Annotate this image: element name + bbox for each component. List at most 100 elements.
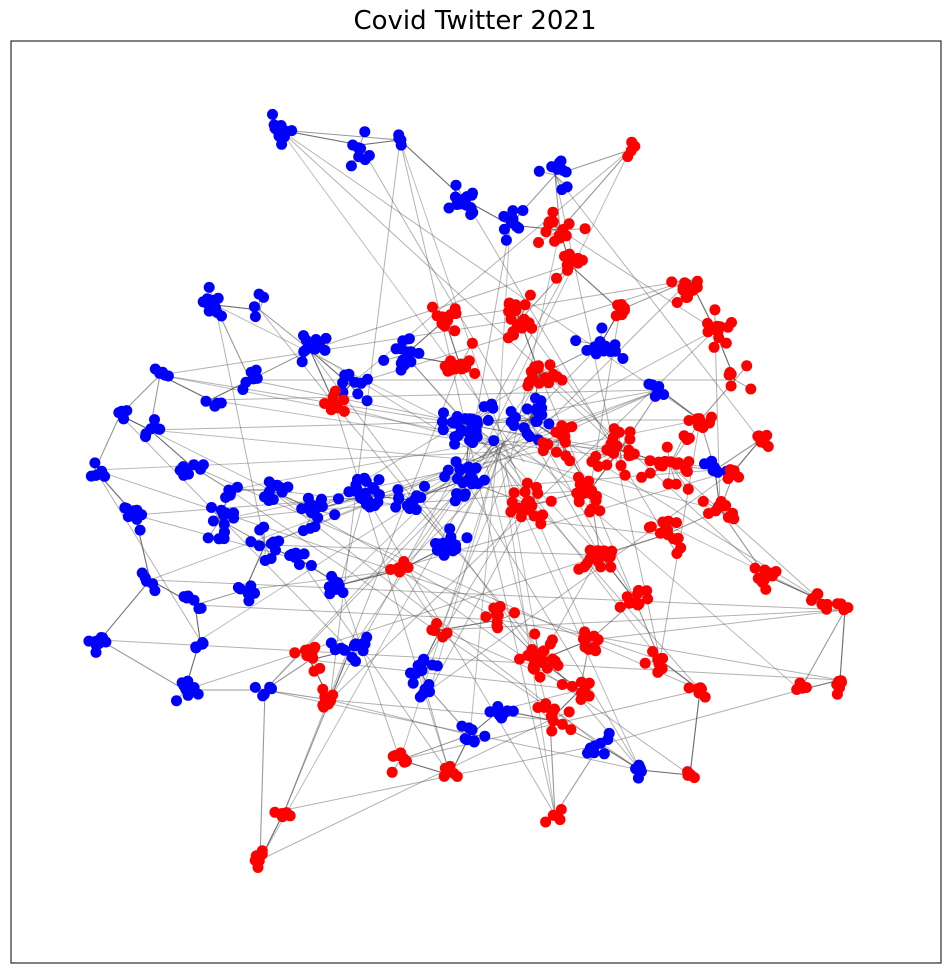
graph-node-blue (460, 193, 472, 205)
graph-node-blue (617, 353, 629, 364)
graph-edge (689, 689, 701, 776)
graph-node-red (441, 627, 453, 639)
graph-node-blue (225, 487, 236, 499)
graph-node-blue (444, 523, 456, 535)
node-layer (83, 108, 854, 873)
graph-node-red (670, 478, 682, 490)
graph-node-blue (596, 322, 608, 334)
graph-node-red (319, 398, 331, 409)
graph-node-blue (319, 344, 331, 356)
graph-edge (329, 699, 551, 721)
graph-node-red (759, 564, 771, 576)
chart-title: Covid Twitter 2021 (353, 6, 597, 36)
graph-node-red (551, 371, 563, 383)
graph-node-blue (316, 493, 327, 505)
graph-node-red (625, 145, 637, 157)
graph-node-red (550, 446, 562, 458)
graph-node-red (709, 304, 721, 316)
graph-edge (569, 264, 621, 311)
graph-node-blue (451, 473, 463, 485)
graph-node-red (387, 750, 399, 762)
graph-node-red (610, 310, 622, 322)
graph-edge (399, 440, 504, 761)
graph-node-red (519, 299, 531, 311)
graph-node-blue (298, 330, 309, 342)
graph-node-red (704, 417, 715, 429)
graph-node-red (590, 450, 602, 462)
graph-node-blue (466, 724, 478, 736)
graph-node-red (666, 276, 678, 288)
graph-node-red (681, 465, 693, 477)
graph-edge (99, 579, 151, 641)
graph-node-blue (248, 301, 260, 313)
graph-edge (244, 569, 401, 591)
graph-node-red (338, 405, 350, 417)
graph-node-red (480, 611, 492, 623)
graph-node-red (661, 441, 673, 453)
graph-edge (599, 689, 801, 746)
graph-node-blue (419, 480, 430, 492)
graph-node-blue (188, 459, 200, 471)
graph-edge (404, 354, 701, 691)
graph-edge (149, 429, 191, 466)
graph-edge (497, 224, 511, 441)
graph-edge (464, 479, 641, 771)
graph-node-red (611, 440, 623, 452)
graph-node-blue (487, 402, 499, 414)
graph-node-blue (499, 706, 511, 718)
graph-edge (503, 443, 591, 641)
graph-node-blue (302, 492, 314, 504)
graph-edge (284, 364, 461, 811)
graph-node-red (439, 762, 451, 774)
graph-edge (259, 719, 551, 861)
graph-node-blue (206, 502, 217, 513)
graph-node-blue (162, 370, 174, 382)
graph-node-blue (218, 533, 230, 545)
graph-node-blue (397, 335, 409, 347)
graph-edge (259, 436, 500, 861)
graph-node-red (644, 455, 656, 467)
graph-node-red (547, 216, 559, 228)
graph-node-blue (482, 414, 494, 426)
graph-node-blue (286, 125, 298, 137)
graph-node-blue (237, 384, 249, 395)
graph-edge (554, 174, 561, 231)
graph-edge (359, 139, 401, 146)
graph-edge (439, 619, 501, 631)
graph-node-blue (249, 587, 260, 599)
graph-node-red (466, 337, 478, 349)
graph-node-blue (310, 334, 322, 345)
graph-edge (483, 149, 631, 449)
graph-node-red (469, 368, 481, 379)
graph-node-blue (488, 435, 500, 447)
graph-edge (364, 494, 556, 816)
graph-node-blue (296, 503, 308, 515)
graph-node-red (327, 689, 339, 701)
graph-node-blue (554, 157, 565, 169)
graph-node-red (549, 235, 561, 247)
graph-node-blue (253, 540, 265, 552)
graph-node-red (502, 332, 514, 344)
graph-node-red (644, 467, 656, 479)
graph-node-blue (218, 518, 230, 530)
graph-node-blue (254, 524, 266, 536)
graph-node-blue (414, 691, 426, 703)
graph-node-red (547, 206, 559, 218)
graph-node-blue (297, 525, 309, 537)
graph-node-blue (325, 637, 337, 649)
graph-node-red (756, 576, 768, 588)
graph-edge (399, 139, 505, 444)
graph-node-red (741, 360, 753, 372)
graph-node-blue (390, 343, 402, 355)
graph-node-blue (405, 346, 417, 358)
graph-node-red (308, 665, 320, 677)
graph-node-red (556, 679, 568, 690)
graph-node-red (800, 682, 812, 693)
graph-node-blue (257, 690, 269, 702)
graph-node-blue (605, 346, 617, 357)
graph-node-red (449, 325, 461, 337)
graph-node-red (694, 682, 706, 694)
graph-edge (559, 149, 631, 231)
graph-node-red (385, 564, 397, 575)
graph-node-red (544, 359, 556, 371)
